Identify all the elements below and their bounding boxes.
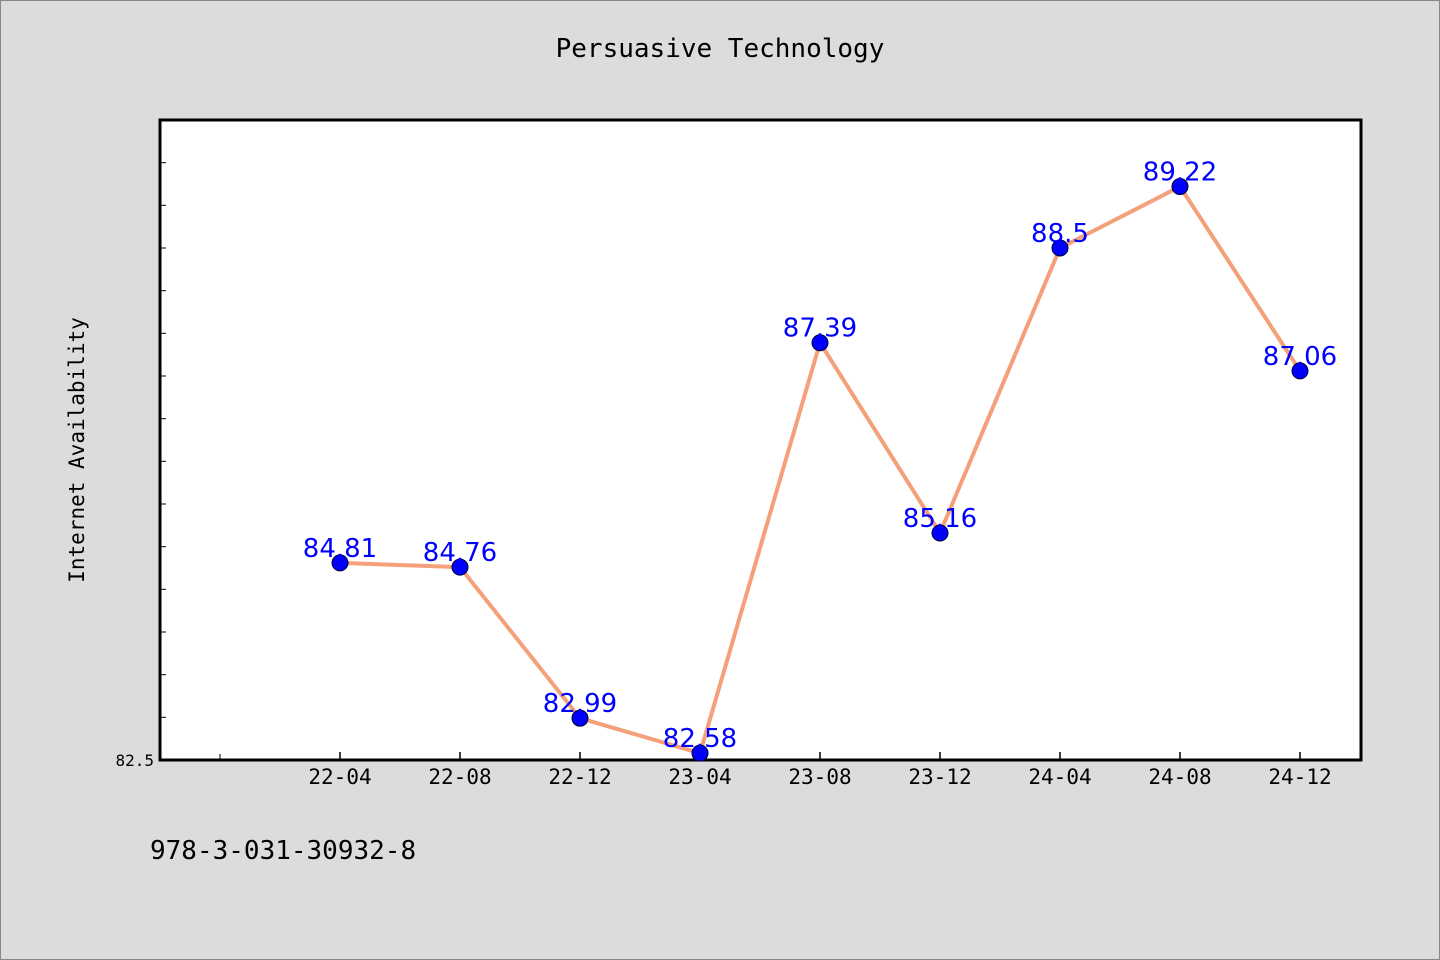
- x-tick-label: 22-12: [548, 765, 611, 789]
- y-tick-label: 82.5: [115, 751, 154, 770]
- data-label: 89.22: [1143, 158, 1217, 188]
- plot-area: [158, 118, 1363, 762]
- data-point: [811, 334, 829, 352]
- data-label: 87.06: [1263, 342, 1337, 372]
- x-tick-label: 24-08: [1148, 765, 1211, 789]
- x-tick-label: 23-04: [668, 765, 731, 789]
- chart-title: Persuasive Technology: [555, 34, 885, 64]
- y-axis-ticks: 82.5: [115, 119, 166, 770]
- data-point: [451, 558, 469, 576]
- data-point: [1051, 239, 1069, 257]
- x-tick-label: 22-08: [428, 765, 491, 789]
- x-tick-label: 24-12: [1268, 765, 1331, 789]
- data-point: [571, 709, 589, 727]
- data-label: 82.58: [663, 724, 737, 754]
- data-label: 82.99: [543, 689, 617, 719]
- data-label: 84.81: [303, 534, 377, 564]
- footer-isbn: 978-3-031-30932-8: [150, 836, 417, 866]
- series-group: [331, 178, 1309, 762]
- x-tick-label: 24-04: [1028, 765, 1091, 789]
- x-tick-label: 23-08: [788, 765, 851, 789]
- x-axis-ticks: 22-04 22-08 22-12 23-04 23-08 23-12 24-04 24-08…: [219, 752, 1332, 789]
- data-point: [931, 524, 949, 542]
- data-label: 85.16: [903, 504, 977, 534]
- x-tick-label: 23-12: [908, 765, 971, 789]
- data-point: [331, 554, 349, 572]
- data-point: [1291, 362, 1309, 380]
- data-label: 87.39: [783, 314, 857, 344]
- data-label: 88.5: [1031, 219, 1089, 249]
- x-tick-label: 22-04: [308, 765, 371, 789]
- data-point: [691, 744, 709, 762]
- data-point: [1171, 178, 1189, 196]
- data-label: 84.76: [423, 538, 497, 568]
- data-labels: 84.81 84.76 82.99 82.58 87.39 85.16 88.5 89.22 8…: [303, 158, 1337, 755]
